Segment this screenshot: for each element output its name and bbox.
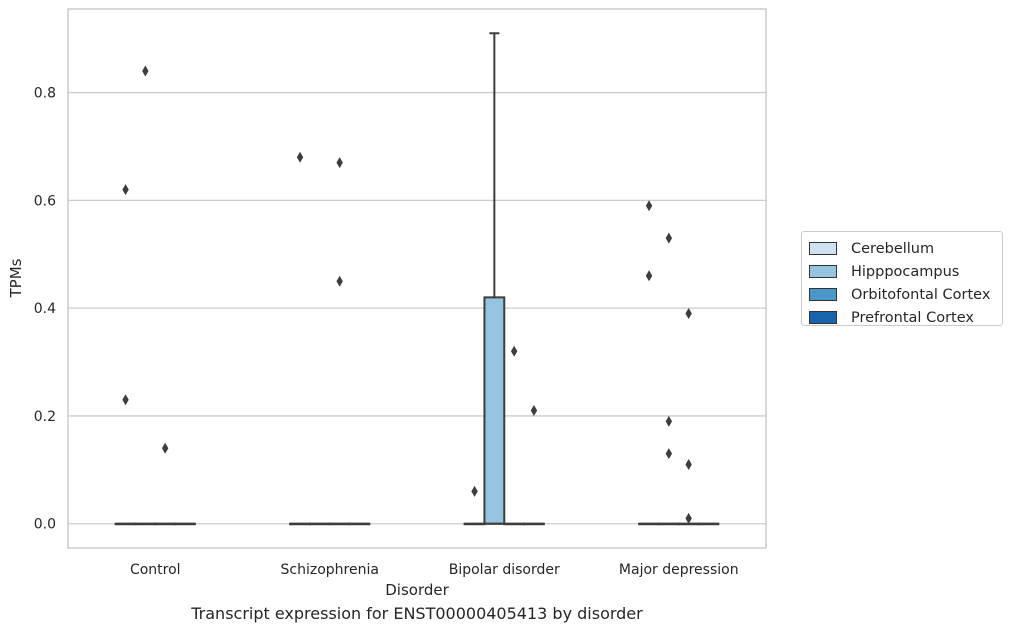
- legend-label: Prefrontal Cortex: [851, 309, 974, 326]
- plot-frame: [67, 8, 767, 549]
- chart-caption: Transcript expression for ENST0000040541…: [191, 604, 643, 623]
- x-tick-label: Schizophrenia: [281, 562, 379, 578]
- box-cerebellum: [638, 522, 660, 526]
- box-orbitofontal-cortex: [503, 522, 526, 526]
- outlier-point: [510, 345, 518, 357]
- x-tick-label: Major depression: [619, 562, 739, 578]
- y-gridlines: [68, 91, 766, 525]
- y-tick-label: 0.0: [34, 517, 56, 533]
- legend-item: Hipppocampus: [802, 260, 1002, 283]
- outlier-point: [142, 65, 149, 77]
- outlier-point: [645, 200, 653, 212]
- box-hipppocampus: [483, 32, 506, 525]
- outlier-point: [685, 308, 692, 320]
- box-prefrontal-cortex: [174, 522, 196, 526]
- legend: Cerebellum Hipppocampus Orbitofontal Corte…: [801, 231, 1003, 326]
- legend-item: Prefrontal Cortex: [802, 306, 1002, 329]
- legend-label: Cerebellum: [851, 240, 935, 257]
- legend-swatch: [809, 265, 837, 278]
- box-hipppocampus: [134, 522, 157, 526]
- outlier-point: [336, 157, 343, 169]
- box-orbitofontal-cortex: [154, 522, 177, 526]
- outlier-point: [296, 151, 304, 163]
- y-tick-label: 0.8: [34, 86, 56, 102]
- legend-label: Hipppocampus: [851, 263, 960, 280]
- outlier-point: [122, 394, 129, 406]
- outlier-point: [161, 442, 169, 454]
- legend-item: Orbitofontal Cortex: [802, 283, 1002, 306]
- box-body: [483, 296, 506, 525]
- box-hipppocampus: [657, 522, 680, 526]
- legend-swatch: [809, 288, 837, 301]
- outlier-marks: [122, 65, 692, 524]
- outlier-point: [336, 275, 343, 287]
- y-tick-labels: 0.0 0.2 0.4 0.6 0.8: [34, 86, 56, 533]
- box-hipppocampus: [308, 522, 331, 526]
- outlier-point: [685, 512, 692, 524]
- y-tick-label: 0.4: [34, 301, 56, 317]
- x-axis-label: Disorder: [385, 581, 449, 599]
- outlier-point: [645, 270, 653, 282]
- outlier-point: [665, 415, 673, 427]
- box-cerebellum: [463, 522, 486, 526]
- legend-item: Cerebellum: [802, 237, 1002, 260]
- outlier-point: [530, 405, 538, 417]
- outlier-point: [471, 485, 478, 497]
- x-tick-label: Control: [130, 562, 181, 578]
- box-prefrontal-cortex: [348, 522, 371, 526]
- y-tick-label: 0.2: [34, 409, 56, 425]
- box-prefrontal-cortex: [697, 522, 720, 526]
- box-marks: [114, 32, 720, 526]
- legend-label: Orbitofontal Cortex: [851, 286, 991, 303]
- y-axis-label: TPMs: [7, 258, 25, 298]
- outlier-point: [122, 184, 129, 196]
- outlier-point: [685, 458, 692, 470]
- box-prefrontal-cortex: [523, 522, 545, 526]
- y-tick-label: 0.6: [34, 193, 56, 209]
- box-cerebellum: [114, 522, 137, 526]
- legend-swatch: [809, 242, 837, 255]
- x-tick-label: Bipolar disorder: [449, 562, 560, 578]
- box-cerebellum: [289, 522, 311, 526]
- outlier-point: [665, 232, 673, 244]
- legend-swatch: [809, 311, 837, 324]
- x-tick-labels: Control Schizophrenia Bipolar disorder Majo…: [130, 562, 739, 578]
- outlier-point: [665, 448, 673, 460]
- box-orbitofontal-cortex: [328, 522, 351, 526]
